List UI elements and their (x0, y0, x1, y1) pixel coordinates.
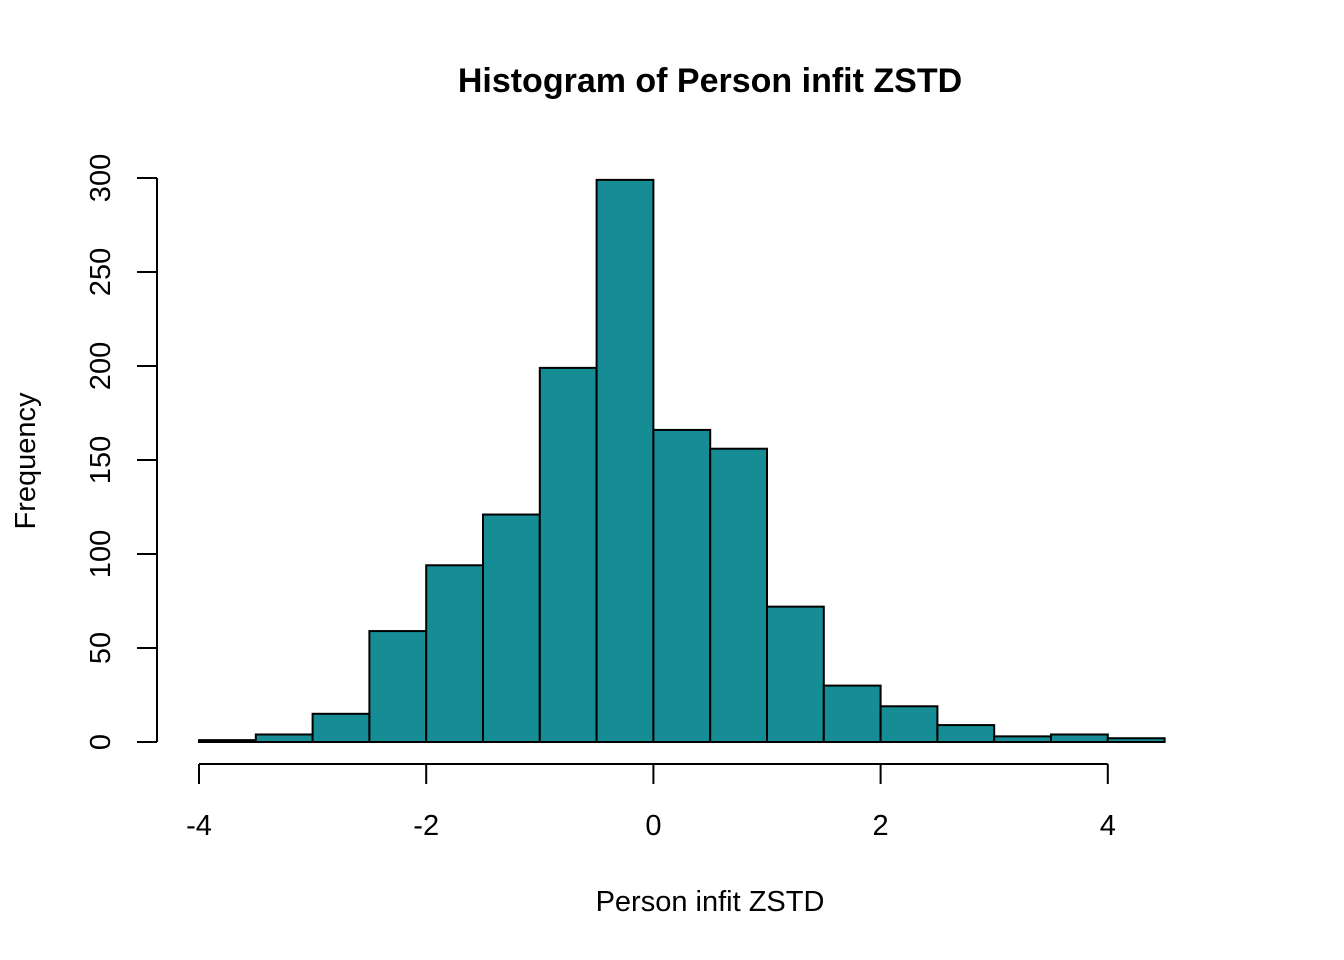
histogram-bar (368, 630, 428, 744)
y-axis-label: Frequency (10, 392, 42, 530)
y-tick-label: 0 (85, 734, 117, 750)
x-tick-label: 0 (645, 810, 661, 842)
histogram-bar (538, 366, 598, 743)
histogram-bar (425, 564, 485, 744)
y-tick-label: 50 (85, 632, 117, 664)
histogram-bar (1106, 737, 1166, 743)
histogram-bar (1050, 733, 1109, 743)
histogram-bar (198, 739, 257, 743)
y-tick-label: 200 (85, 342, 117, 390)
histogram-bar (993, 735, 1053, 743)
y-tick-label: 250 (85, 248, 117, 296)
histogram-bar (595, 178, 655, 743)
histogram-bar (936, 724, 996, 744)
x-axis: -4 -2 0 2 4 (186, 763, 1116, 842)
y-tick-label: 100 (85, 530, 117, 578)
x-tick-label: 2 (873, 810, 889, 842)
histogram-bar (652, 428, 712, 743)
x-tick-label: 4 (1100, 810, 1116, 842)
histogram-bar (709, 447, 769, 743)
histogram-bar (482, 513, 541, 744)
bars-group (198, 178, 1166, 744)
x-axis-label: Person infit ZSTD (596, 886, 825, 918)
x-tick-label: -2 (413, 810, 439, 842)
chart-title: Histogram of Person infit ZSTD (458, 62, 962, 100)
y-tick-label: 150 (85, 436, 117, 484)
histogram-bar (879, 705, 939, 744)
histogram-bar (766, 605, 825, 744)
x-tick-label: -4 (186, 810, 212, 842)
y-tick-label: 300 (85, 154, 117, 202)
histogram-bar (254, 733, 314, 743)
histogram-bar (311, 712, 371, 743)
y-axis: 0 50 100 150 200 250 300 (85, 154, 158, 750)
histogram-bar (822, 684, 882, 743)
